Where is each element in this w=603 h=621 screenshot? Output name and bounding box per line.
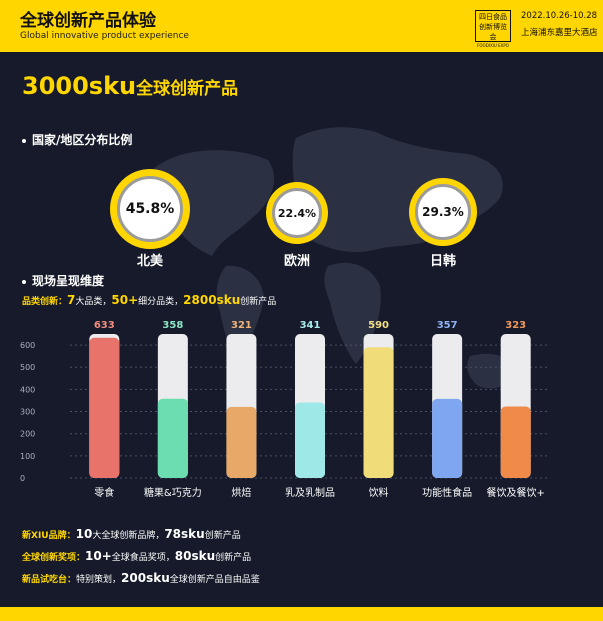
dimensions-section-title: 现场呈现维度: [22, 272, 104, 289]
bar: [295, 402, 325, 478]
y-tick-label: 400: [20, 385, 35, 394]
category-line: 品类创新：7大品类，50+细分品类，2800sku创新产品: [22, 293, 276, 307]
logo-line: 四日食品: [479, 13, 507, 21]
event-date: 2022.10.26-10.28: [521, 11, 598, 21]
bar: [500, 406, 531, 478]
region-name: 欧洲: [283, 254, 310, 269]
page-title: 全球创新产品体验: [20, 11, 156, 31]
x-tick-label: 功能性食品: [422, 486, 472, 499]
bar: [89, 337, 120, 478]
note-text: 特别策划，: [76, 575, 122, 585]
bar: [432, 398, 463, 478]
y-tick-label: 500: [20, 363, 35, 372]
note-line: 新XIU品牌：10大全球创新品牌，78sku创新产品: [22, 527, 241, 541]
region-ring-japan-korea: 29.3%: [409, 178, 477, 246]
category-bar-chart: 0 100 200 300 400 500 600 633 零食 358 糖果&巧克力 321 烘焙 34…: [20, 320, 550, 499]
region-name: 日韩: [429, 254, 456, 269]
note-label: 新品试吃台：: [22, 575, 77, 585]
note-number: 10+: [85, 549, 112, 563]
region-ring-europe: 22.4%: [266, 182, 328, 244]
x-tick-label: 零食: [94, 486, 114, 499]
note-text: 创新产品: [215, 553, 252, 563]
bullet-dot: [22, 279, 26, 284]
x-tick-label: 餐饮及餐饮+: [487, 486, 545, 499]
bullet-dot: [22, 138, 26, 143]
x-tick-label: 糖果&巧克力: [144, 486, 202, 499]
region-percent: 45.8%: [117, 176, 183, 242]
y-tick-label: 600: [20, 341, 35, 350]
bar-value-label: 590: [368, 320, 389, 331]
subcategory-text: 细分品类，: [138, 297, 184, 307]
headline-number: 3000sku: [22, 72, 137, 100]
x-tick-label: 乳及乳制品: [285, 486, 335, 499]
note-number: 200sku: [121, 571, 170, 585]
dimensions-section-label: 现场呈现维度: [32, 274, 105, 288]
y-tick-label: 100: [20, 452, 35, 461]
note-number: 10: [75, 527, 93, 541]
logo-line: FOODIXIU EXPO: [477, 43, 509, 48]
logo-line: 创新博览会: [479, 23, 507, 41]
bar-value-label: 341: [300, 320, 321, 331]
note-line: 新品试吃台：特别策划，200sku全球创新产品自由品鉴: [22, 571, 260, 585]
event-venue: 上海浦东嘉里大酒店: [521, 28, 598, 38]
region-section-title: 国家/地区分布比例: [22, 131, 132, 148]
expo-logo: 四日食品 创新博览会 FOODIXIU EXPO: [475, 10, 511, 48]
note-line: 全球创新奖项：10+全球食品奖项，80sku创新产品: [22, 549, 251, 563]
x-tick-label: 饮料: [369, 486, 389, 499]
category-text: 大品类，: [75, 297, 112, 307]
bar-value-label: 357: [437, 320, 458, 331]
content-panel: 3000sku全球创新产品 国家/地区分布比例 45.8% 22.4% 29.3…: [0, 52, 603, 607]
note-text: 全球食品奖项，: [111, 553, 175, 563]
category-count: 7: [67, 293, 76, 307]
footer-bar: [0, 607, 603, 621]
headline: 3000sku全球创新产品: [22, 72, 238, 100]
sku-text: 创新产品: [240, 297, 277, 307]
y-tick-label: 300: [20, 408, 35, 417]
headline-text: 全球创新产品: [136, 79, 239, 99]
header-bar: 全球创新产品体验 Global innovative product exper…: [0, 0, 603, 52]
region-percent: 29.3%: [415, 184, 471, 240]
bar: [157, 398, 188, 478]
note-text: 全球创新产品自由品鉴: [169, 575, 260, 585]
region-ring-north-america: 45.8%: [110, 169, 190, 249]
bar-value-label: 321: [231, 320, 252, 331]
y-tick-label: 0: [20, 474, 25, 483]
page-subtitle: Global innovative product experience: [20, 31, 189, 41]
bar-value-label: 323: [505, 320, 526, 331]
region-percent: 22.4%: [272, 188, 322, 238]
note-number: 80sku: [174, 549, 216, 563]
note-label: 新XIU品牌：: [22, 531, 76, 541]
note-text: 大全球创新品牌，: [92, 531, 165, 541]
bar: [226, 406, 257, 478]
region-section-label: 国家/地区分布比例: [32, 133, 133, 147]
region-name: 北美: [136, 254, 163, 269]
sku-count: 2800sku: [183, 293, 241, 307]
note-number: 78sku: [164, 527, 205, 541]
subcategory-count: 50+: [111, 293, 139, 307]
bar-value-label: 358: [162, 320, 183, 331]
bar: [363, 347, 394, 478]
note-label: 全球创新奖项：: [22, 553, 86, 563]
y-tick-label: 200: [20, 430, 35, 439]
note-text: 创新产品: [204, 531, 241, 541]
category-label: 品类创新：: [22, 297, 68, 307]
x-tick-label: 烘焙: [231, 486, 251, 499]
bar-value-label: 633: [94, 320, 115, 331]
